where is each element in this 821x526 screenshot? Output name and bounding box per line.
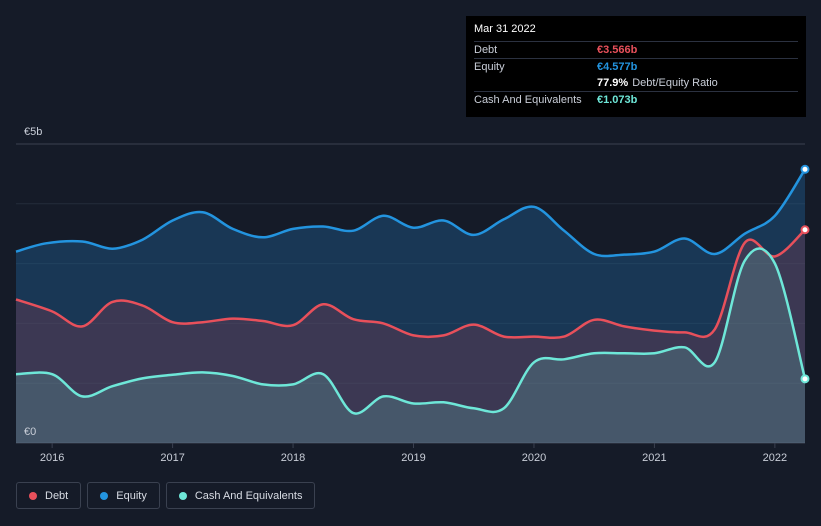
legend-item-equity[interactable]: Equity [87, 482, 160, 509]
series-areas [16, 169, 805, 444]
x-tick-label: 2022 [763, 452, 787, 464]
x-tick-labels: 2016 2017 2018 2019 2020 2021 2022 [40, 443, 787, 464]
tooltip-row-equity: Equity €4.577b [474, 58, 798, 75]
y-tick-label: €5b [24, 126, 42, 138]
legend-dot-debt [29, 491, 37, 500]
tooltip-row-cash: Cash And Equivalents €1.073b [474, 91, 798, 108]
legend-label-equity: Equity [116, 489, 147, 502]
tooltip-ratio-value: 77.9% [597, 77, 629, 89]
series-lines [15, 168, 807, 415]
legend-label-debt: Debt [45, 489, 69, 502]
tooltip-panel: Mar 31 2022 Debt €3.566b Equity €4.577b … [466, 16, 806, 117]
line-debt [15, 228, 806, 340]
tooltip-debt-value: €3.566b [597, 44, 638, 56]
x-tick-label: 2021 [642, 452, 666, 464]
line-cash-and-equivalents [15, 247, 807, 415]
area-cash-and-equivalents [16, 248, 805, 443]
x-tick-label: 2020 [522, 452, 546, 464]
end-marker-debt [800, 225, 810, 235]
tooltip-ratio-extra: Debt/Equity Ratio [632, 77, 718, 89]
area-debt [16, 229, 805, 443]
legend-dot-cash [178, 491, 187, 500]
chart-legend: Debt Equity Cash And Equivalents [16, 482, 316, 509]
y-tick-labels: €5b €0 [24, 126, 42, 438]
x-tick-label: 2016 [40, 452, 64, 464]
legend-item-debt[interactable]: Debt [16, 482, 82, 509]
legend-dot-equity [100, 491, 109, 500]
legend-label-cash: Cash And Equivalents [194, 489, 303, 502]
tooltip-equity-label: Equity [474, 61, 505, 73]
tooltip-date: Mar 31 2022 [474, 23, 536, 35]
line-equity [15, 168, 807, 258]
chart-svg: €5b €0 2016 2017 2018 2019 2020 2021 2022 [15, 126, 810, 464]
area-equity [16, 169, 805, 444]
tooltip-cash-label: Cash And Equivalents [474, 94, 582, 106]
x-tick-label: 2017 [160, 452, 184, 464]
x-tick-label: 2018 [281, 452, 305, 464]
tooltip-equity-value: €4.577b [597, 61, 638, 73]
y-tick-label: €0 [24, 426, 36, 438]
grid-lines [16, 143, 805, 444]
tooltip-cash-value: €1.073b [597, 94, 638, 106]
x-tick-label: 2019 [401, 452, 425, 464]
tooltip-row-ratio: 77.9% Debt/Equity Ratio [474, 75, 798, 91]
end-marker-cash-and-equivalents [800, 374, 810, 384]
tooltip-row-debt: Debt €3.566b [474, 41, 798, 58]
tooltip-debt-label: Debt [474, 44, 498, 56]
legend-item-cash[interactable]: Cash And Equivalents [165, 482, 316, 509]
end-markers [800, 164, 810, 384]
end-marker-equity [800, 164, 810, 174]
